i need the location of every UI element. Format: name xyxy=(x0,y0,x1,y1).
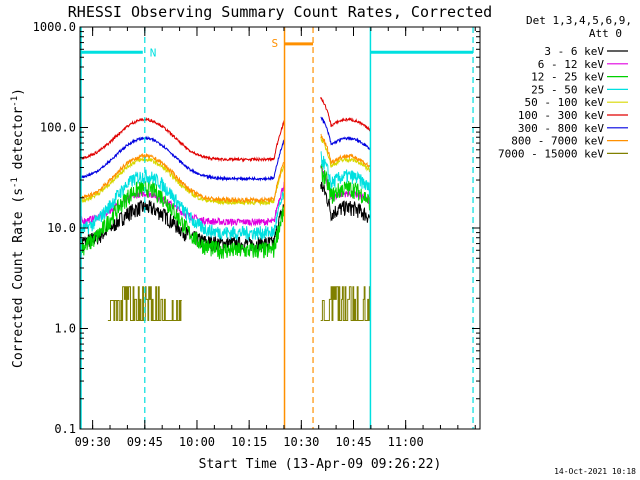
series-line xyxy=(80,199,285,253)
legend-entry-label: 100 - 300 keV xyxy=(518,109,604,122)
legend-entry-label: 25 - 50 keV xyxy=(531,83,604,96)
y-tick-label: 100.0 xyxy=(40,121,76,135)
legend-entry-label: 300 - 800 keV xyxy=(518,122,604,135)
legend-entry-label: 800 - 7000 keV xyxy=(511,135,604,148)
x-tick-label: 09:30 xyxy=(75,435,111,449)
x-axis-label: Start Time (13-Apr-09 09:26:22) xyxy=(199,457,442,472)
series-line xyxy=(320,133,371,168)
x-tick-label: 10:30 xyxy=(283,435,319,449)
series-line xyxy=(320,151,371,197)
series-line xyxy=(80,180,285,260)
legend-entry-label: 12 - 25 keV xyxy=(531,71,604,84)
x-tick-label: 11:00 xyxy=(388,435,424,449)
series-line-olive xyxy=(107,286,182,321)
axis-layer: 1000.0 100.0 10.0 1.0 0.109:30 09:45 10:00 10:1… xyxy=(33,20,480,449)
saa-label: S xyxy=(272,37,279,50)
series-line xyxy=(80,135,285,182)
legend-header-1: Det 1,3,4,5,6,9, xyxy=(526,14,632,27)
y-label-sup2: -1 xyxy=(10,96,20,107)
x-tick-label: 10:45 xyxy=(335,435,371,449)
y-label-part3: ) xyxy=(11,88,26,96)
series-line xyxy=(80,152,285,204)
footer-date: 14-Oct-2021 10:18 xyxy=(554,467,636,476)
x-tick-label: 09:45 xyxy=(127,435,163,449)
y-label-part2: detector xyxy=(11,107,26,178)
y-axis-label: Corrected Count Rate (s-1 detector-1) xyxy=(10,88,26,368)
legend-entry-label: 7000 - 15000 keV xyxy=(498,147,604,160)
y-tick-label: 1.0 xyxy=(54,322,76,336)
series-line xyxy=(80,156,285,207)
y-tick-label: 1000.0 xyxy=(33,20,76,34)
x-tick-label: 10:15 xyxy=(231,435,267,449)
series-line xyxy=(320,116,371,151)
legend-entry-label: 6 - 12 keV xyxy=(538,58,605,71)
y-label-sup1: -1 xyxy=(10,177,20,188)
series-line xyxy=(80,169,285,242)
y-tick-label: 10.0 xyxy=(47,221,76,235)
legend-entry-label: 50 - 100 keV xyxy=(525,96,605,109)
legend-header-2: Att 0 xyxy=(589,27,622,40)
series-line xyxy=(80,116,285,163)
legend-entry-label: 3 - 6 keV xyxy=(544,45,604,58)
series-line-olive xyxy=(320,286,371,321)
y-label-part1: Corrected Count Rate (s xyxy=(11,188,26,368)
y-tick-label: 0.1 xyxy=(54,422,76,436)
series-line xyxy=(320,136,371,173)
series-layer xyxy=(80,97,371,321)
chart-title: RHESSI Observing Summary Count Rates, Co… xyxy=(68,3,492,21)
series-line xyxy=(320,164,371,211)
night-label: N xyxy=(150,46,157,59)
x-tick-label: 10:00 xyxy=(179,435,215,449)
series-line xyxy=(320,97,371,132)
series-line xyxy=(320,181,371,223)
